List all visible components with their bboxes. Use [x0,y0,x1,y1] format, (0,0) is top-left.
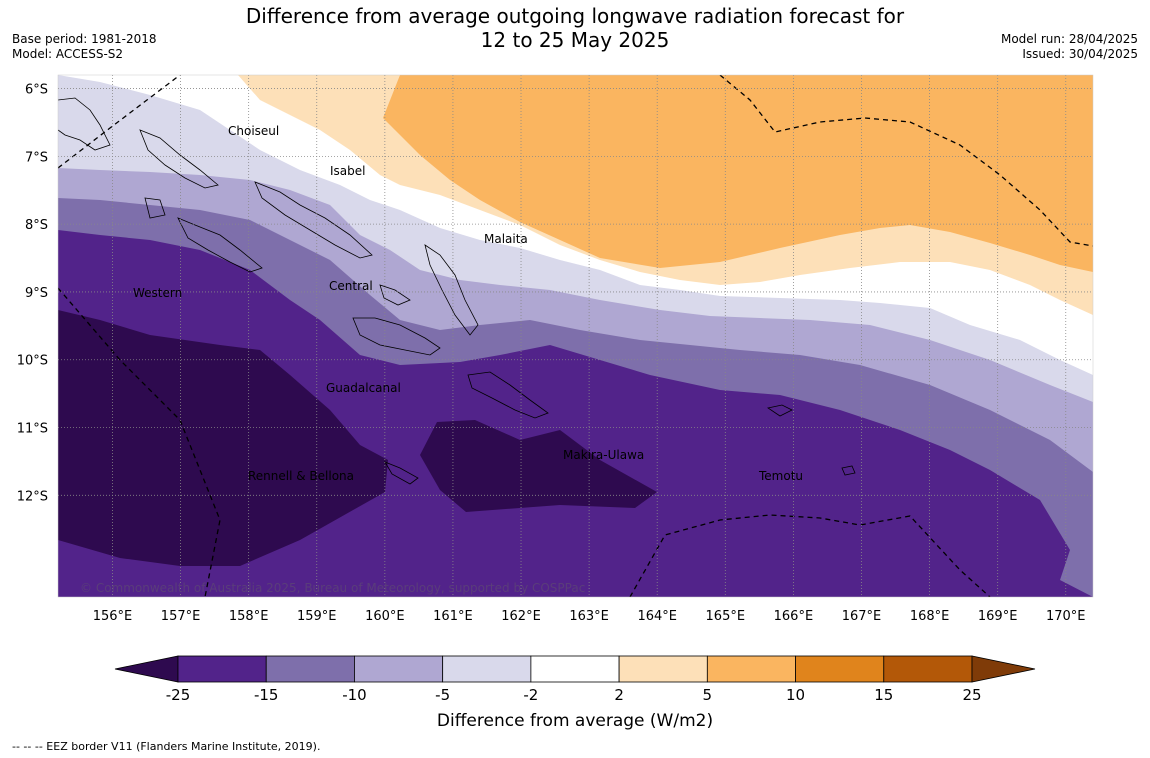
colorbar-tick-labels: -25 -15 -10 -5 -2 2 5 10 15 25 [166,686,982,704]
meta-right: Model run: 28/04/2025 Issued: 30/04/2025 [1001,32,1138,62]
lon-tick-label: 163°E [569,609,609,624]
province-label: Rennell & Bellona [248,469,354,483]
colorbar [114,655,1036,683]
colorbar-swatch [706,655,796,683]
colorbar-tick: 10 [786,686,805,704]
guadalcanal-coast [352,317,441,356]
colorbar-swatch [442,655,532,683]
province-label: Guadalcanal [326,381,401,395]
lat-tick-label: 11°S [17,422,48,437]
olr-anomaly-field [58,75,1093,597]
lon-tick-label: 160°E [365,609,405,624]
band-plus5-plus10 [383,75,1093,272]
colorbar-swatch [265,655,355,683]
malaita-coast [424,244,479,336]
rennell-coast [384,461,419,485]
lat-tick-label: 7°S [25,150,48,165]
lon-tick-label: 157°E [161,609,201,624]
colorbar-extend-low [114,655,179,683]
lon-tick-label: 166°E [774,609,814,624]
graticule [58,75,1093,597]
lon-tick-label: 165°E [706,609,746,624]
colorbar-swatch [883,655,973,683]
lat-tick-label: 8°S [25,218,48,233]
meta-left: Base period: 1981-2018 Model: ACCESS-S2 [12,32,157,62]
base-period-text: Base period: 1981-2018 [12,32,157,46]
eez-border-south-east [629,514,991,597]
plus2-contour-notch [380,75,400,110]
colorbar-tick: -2 [523,686,538,704]
eez-footnote: -- -- -- EEZ border V11 (Flanders Marine… [12,740,321,753]
province-label: Temotu [758,469,803,483]
longitude-tick-labels: 156°E 157°E 158°E 159°E 160°E 161°E 162°E 163°E… [93,609,1086,624]
makira-coast [467,371,549,419]
colorbar-tick: 5 [703,686,713,704]
province-label: Isabel [330,164,365,178]
lon-tick-label: 162°E [501,609,541,624]
santa-cruz-coast [766,404,793,417]
lat-tick-label: 10°S [17,354,48,369]
province-label: Choiseul [228,124,279,138]
lat-tick-label: 6°S [25,83,48,98]
colorbar-swatch [530,655,620,683]
bougainville-coast [58,97,111,151]
lon-tick-label: 170°E [1046,609,1086,624]
isabel-coast [254,181,373,259]
florida-islands-coast [379,284,411,306]
chart-title: Difference from average outgoing longwav… [0,4,1150,52]
colorbar-tick: -25 [166,686,191,704]
new-georgia-coast [177,217,263,273]
province-label: Central [329,279,373,293]
colorbar-tick: -5 [435,686,450,704]
province-label: Western [133,286,182,300]
title-line-2: 12 to 25 May 2025 [480,28,670,52]
title-line-1: Difference from average outgoing longwav… [245,4,905,28]
province-label: Makira-Ulawa [563,448,644,462]
colorbar-tick: -15 [254,686,279,704]
lon-tick-label: 158°E [229,609,269,624]
choiseul-coast [139,129,219,189]
map-frame [57,74,1094,598]
vella-lavella-coast [144,197,166,219]
lon-tick-label: 164°E [637,609,677,624]
colorbar-swatch [177,655,267,683]
colorbar-tick: 25 [962,686,981,704]
copyright-text: © Commonwealth of Australia 2025, Bureau… [80,581,585,595]
province-labels: Choiseul Isabel Malaita Western Central Guada… [133,124,803,483]
model-text: Model: ACCESS-S2 [12,47,124,61]
vanikoro-coast [841,465,856,476]
model-run-text: Model run: 28/04/2025 [1000,32,1138,46]
lon-tick-label: 168°E [910,609,950,624]
lat-tick-label: 12°S [17,489,48,504]
eez-borders [58,75,1093,597]
colorbar-swatch [354,655,444,683]
lat-tick-label: 9°S [25,286,48,301]
colorbar-tick: 15 [874,686,893,704]
issued-text: Issued: 30/04/2025 [1022,47,1138,61]
colorbar-extend-high [971,655,1036,683]
colorbar-tick: 2 [614,686,624,704]
latitude-tick-labels: 6°S 7°S 8°S 9°S 10°S 11°S 12°S [17,83,48,505]
lon-tick-label: 161°E [433,609,473,624]
eez-border-north-east [719,75,1093,247]
eez-border-north-west [58,75,181,169]
colorbar-tick: -10 [342,686,367,704]
colorbar-label: Difference from average (W/m2) [437,711,713,731]
lon-tick-label: 169°E [978,609,1018,624]
eez-border-south-west [58,287,221,597]
lon-tick-label: 159°E [297,609,337,624]
province-label: Malaita [484,232,528,246]
lon-tick-label: 156°E [93,609,133,624]
lon-tick-label: 167°E [842,609,882,624]
coastlines [58,97,856,485]
colorbar-swatch [618,655,708,683]
colorbar-swatch [795,655,885,683]
